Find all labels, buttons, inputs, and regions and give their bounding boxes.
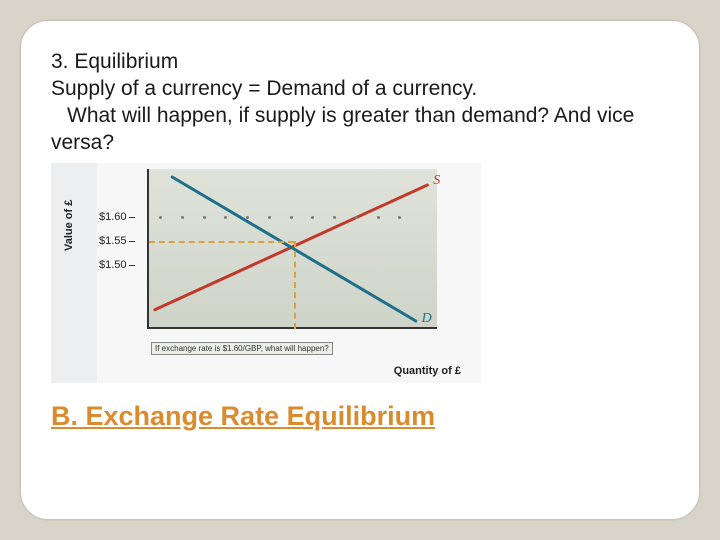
- eq-dot: [181, 216, 184, 219]
- eq-dot: [355, 216, 358, 219]
- text-line-2: Supply of a currency = Demand of a curre…: [51, 76, 669, 103]
- eq-dot: [159, 216, 162, 219]
- eq-dot: [333, 216, 336, 219]
- eq-dot: [290, 216, 293, 219]
- eq-dot: [224, 216, 227, 219]
- series-label-S: S: [433, 173, 440, 189]
- plot-area: SD: [147, 169, 437, 329]
- y-axis-label: Value of £: [63, 199, 75, 250]
- eq-dot: [203, 216, 206, 219]
- eq-dot: [311, 216, 314, 219]
- x-axis-label: Quantity of £: [394, 365, 461, 377]
- eq-dot: [246, 216, 249, 219]
- y-tick: $1.55: [99, 235, 127, 247]
- eq-dot: [398, 216, 401, 219]
- series-label-D: D: [422, 311, 432, 327]
- eq-dot: [377, 216, 380, 219]
- helper-line: [149, 241, 294, 243]
- chart-caption: If exchange rate is $1.60/GBP, what will…: [151, 342, 333, 355]
- slide-card: 3. Equilibrium Supply of a currency = De…: [20, 20, 700, 520]
- y-tick: $1.50: [99, 259, 127, 271]
- y-tick: $1.60: [99, 211, 127, 223]
- eq-dot: [268, 216, 271, 219]
- helper-line: [294, 241, 296, 329]
- text-line-3: What will happen, if supply is greater t…: [51, 103, 669, 157]
- text-line-1: 3. Equilibrium: [51, 49, 669, 76]
- body-text: 3. Equilibrium Supply of a currency = De…: [51, 49, 669, 157]
- chart: Value of £ SD If exchange rate is $1.60/…: [51, 163, 481, 383]
- section-title: B. Exchange Rate Equilibrium: [51, 401, 669, 432]
